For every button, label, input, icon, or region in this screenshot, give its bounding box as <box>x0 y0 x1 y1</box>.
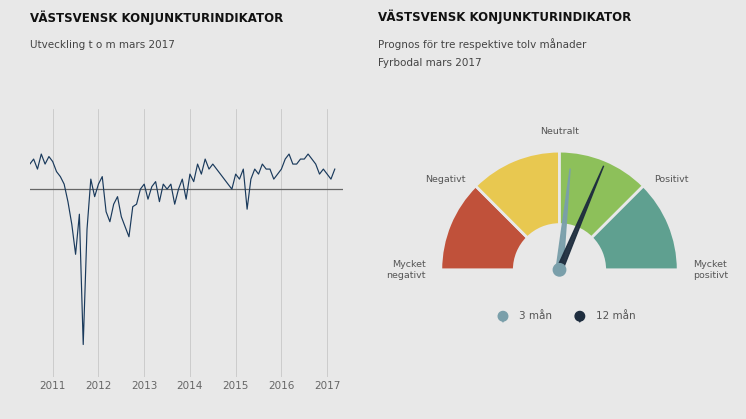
Text: Fyrbodal mars 2017: Fyrbodal mars 2017 <box>378 58 482 68</box>
Polygon shape <box>556 168 570 275</box>
Text: VÄSTSVENSK KONJUNKTURINDIKATOR: VÄSTSVENSK KONJUNKTURINDIKATOR <box>378 9 631 24</box>
Wedge shape <box>441 186 527 270</box>
Wedge shape <box>560 151 643 238</box>
Text: Neutralt: Neutralt <box>540 127 579 137</box>
Polygon shape <box>500 316 507 323</box>
Text: Utveckling t o m mars 2017: Utveckling t o m mars 2017 <box>30 40 175 50</box>
Circle shape <box>575 311 585 321</box>
Text: 12 mån: 12 mån <box>595 311 636 321</box>
Text: VÄSTSVENSK KONJUNKTURINDIKATOR: VÄSTSVENSK KONJUNKTURINDIKATOR <box>30 10 283 25</box>
Text: Mycket
positivt: Mycket positivt <box>693 260 728 280</box>
Text: Positivt: Positivt <box>653 176 689 184</box>
Circle shape <box>498 311 508 321</box>
Circle shape <box>554 264 565 276</box>
Text: Negativt: Negativt <box>424 176 466 184</box>
Wedge shape <box>592 186 678 270</box>
Wedge shape <box>476 151 560 238</box>
Text: 3 mån: 3 mån <box>518 311 552 321</box>
Text: Mycket
negativt: Mycket negativt <box>386 260 426 280</box>
Polygon shape <box>555 166 604 275</box>
Polygon shape <box>577 316 583 323</box>
Text: Prognos för tre respektive tolv månader: Prognos för tre respektive tolv månader <box>378 39 586 50</box>
